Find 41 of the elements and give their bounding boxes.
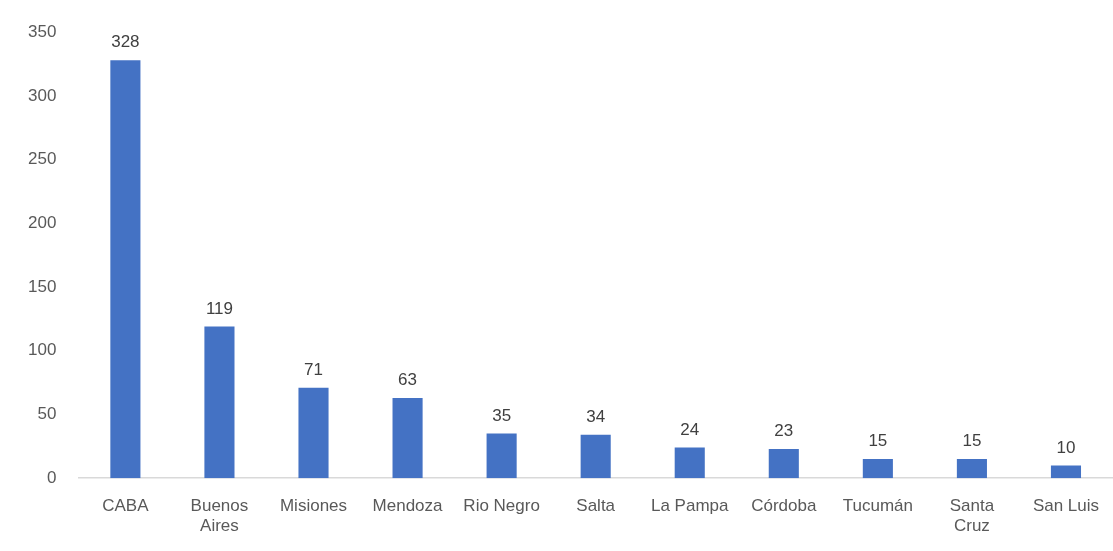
data-label: 328: [111, 32, 140, 52]
bar: [392, 397, 423, 479]
y-tick-label: 50: [37, 404, 57, 424]
data-label: 119: [205, 298, 234, 318]
y-tick-label: 350: [27, 21, 57, 41]
data-label: 34: [586, 407, 606, 427]
data-label: 15: [868, 431, 888, 451]
x-tick-label: Tucumán: [842, 496, 913, 516]
data-label: 63: [398, 370, 418, 390]
x-tick-label: Rio Negro: [463, 496, 540, 516]
y-tick-label: 100: [27, 340, 57, 360]
bar: [862, 459, 893, 479]
y-tick-label: 300: [27, 85, 57, 105]
bar: [1050, 465, 1082, 479]
data-label: 71: [304, 359, 323, 379]
bar: [580, 434, 611, 479]
bar: [298, 387, 329, 479]
x-tick-label: Santa Cruz: [949, 496, 995, 536]
bar: [486, 433, 517, 479]
bar: [204, 326, 235, 479]
bar: [110, 60, 141, 479]
data-label: 35: [492, 405, 512, 425]
x-tick-label: San Luis: [1032, 496, 1100, 516]
bar: [956, 459, 987, 479]
bar: [768, 448, 799, 479]
x-tick-label: La Pampa: [650, 496, 730, 516]
x-tick-label: CABA: [102, 496, 150, 516]
data-label: 24: [680, 419, 700, 439]
bar: [674, 447, 705, 479]
data-label: 15: [962, 431, 982, 451]
y-tick-label: 200: [27, 213, 57, 233]
y-tick-label: 250: [27, 149, 57, 169]
data-label: 10: [1056, 437, 1076, 457]
y-tick-label: 0: [46, 467, 57, 487]
data-label: 23: [774, 421, 794, 441]
x-tick-label: Córdoba: [751, 496, 817, 516]
x-tick-label: Mendoza: [372, 496, 444, 516]
x-tick-label: Salta: [576, 496, 616, 516]
y-tick-label: 150: [27, 276, 57, 296]
x-tick-label: Misiones: [279, 496, 348, 516]
x-tick-label: Buenos Aires: [190, 496, 249, 536]
